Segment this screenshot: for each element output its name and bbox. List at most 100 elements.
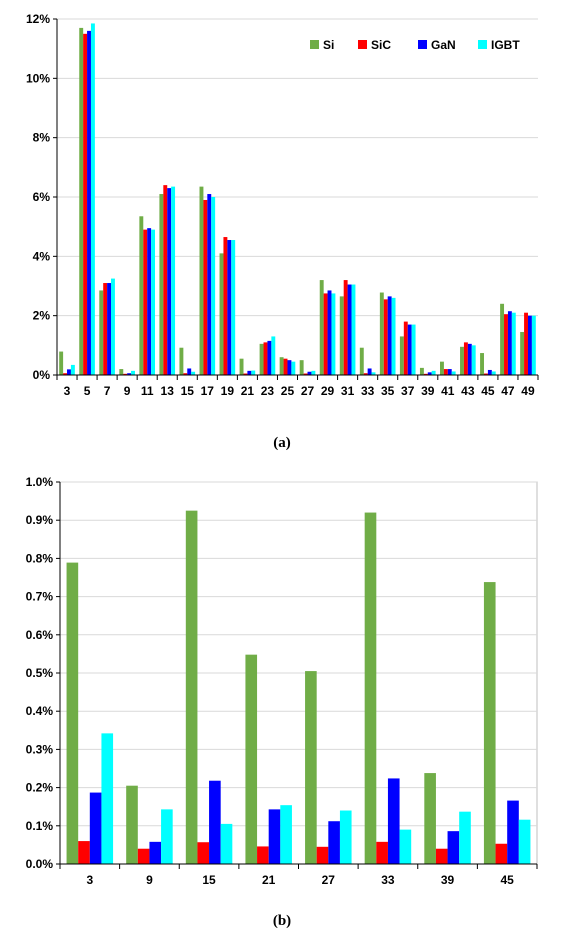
bar-igbt-21: [280, 805, 292, 864]
bar-igbt-33: [371, 372, 376, 375]
bar-gan-21: [268, 809, 281, 864]
bar-gan-11: [147, 228, 152, 375]
bar-si-47: [500, 303, 505, 375]
legend-label-si: Si: [323, 38, 334, 52]
legend-label-igbt: IGBT: [491, 38, 520, 52]
bar-igbt-39: [431, 370, 436, 375]
bar-sic-37: [403, 321, 408, 375]
x-tick-label: 33: [381, 873, 395, 887]
bar-si-19: [219, 253, 224, 375]
bar-gan-13: [167, 188, 172, 375]
bar-si-11: [139, 216, 144, 375]
bar-igbt-3: [70, 364, 75, 375]
bar-igbt-45: [518, 819, 531, 864]
bar-gan-3: [89, 792, 102, 864]
bar-sic-43: [463, 342, 468, 375]
bar-igbt-23: [271, 336, 276, 375]
y-tick-label: 1.0%: [26, 475, 54, 489]
bar-sic-39: [435, 848, 448, 864]
bar-si-9: [119, 369, 124, 375]
x-tick-label: 17: [201, 384, 215, 398]
y-tick-label: 6%: [33, 190, 51, 204]
bar-sic-5: [83, 33, 88, 375]
x-tick-label: 9: [124, 384, 131, 398]
x-tick-label: 21: [262, 873, 276, 887]
bar-gan-15: [187, 368, 192, 375]
bar-gan-7: [107, 283, 112, 375]
x-tick-label: 39: [441, 873, 455, 887]
bar-sic-21: [257, 846, 269, 864]
bar-si-17: [199, 186, 204, 375]
y-tick-label: 0.5%: [26, 666, 54, 680]
bar-si-45: [480, 353, 484, 375]
y-tick-label: 0.2%: [26, 781, 54, 795]
bar-igbt-21: [251, 370, 256, 375]
bar-gan-29: [327, 290, 332, 375]
legend-swatch-si: [310, 40, 319, 49]
bar-si-27: [305, 671, 317, 864]
bar-sic-45: [483, 373, 488, 375]
bar-si-31: [339, 296, 344, 375]
bar-igbt-47: [511, 312, 516, 375]
bar-si-13: [159, 194, 164, 375]
bar-gan-9: [127, 373, 132, 375]
legend-swatch-igbt: [478, 40, 487, 49]
bar-si-43: [460, 346, 464, 375]
bar-igbt-33: [399, 829, 412, 864]
bar-sic-9: [137, 848, 150, 864]
bar-sic-9: [123, 373, 128, 375]
y-tick-label: 0.3%: [26, 742, 54, 756]
bar-gan-39: [427, 372, 432, 375]
bar-sic-3: [63, 373, 68, 375]
bar-si-49: [520, 331, 525, 375]
bar-gan-39: [447, 831, 460, 864]
bar-sic-35: [383, 299, 388, 375]
x-tick-label: 15: [181, 384, 195, 398]
x-tick-label: 23: [261, 384, 275, 398]
bar-si-3: [59, 351, 64, 375]
bar-sic-19: [223, 237, 228, 375]
bar-sic-3: [78, 841, 90, 864]
bar-gan-45: [487, 369, 492, 375]
bar-gan-3: [67, 369, 71, 375]
bar-gan-21: [247, 370, 252, 375]
x-tick-label: 43: [461, 384, 475, 398]
bar-igbt-27: [339, 810, 352, 864]
bar-igbt-27: [311, 370, 316, 375]
bar-igbt-5: [90, 23, 95, 375]
bar-gan-33: [387, 778, 400, 864]
bar-sic-25: [283, 358, 288, 375]
bar-sic-21: [243, 373, 248, 375]
bar-gan-5: [87, 30, 91, 376]
bar-sic-23: [263, 342, 268, 375]
bar-igbt-45: [491, 371, 496, 375]
bar-si-25: [279, 357, 284, 375]
y-tick-label: 0.1%: [26, 819, 54, 833]
bar-sic-27: [316, 846, 329, 864]
x-tick-label: 45: [501, 873, 515, 887]
bar-igbt-25: [291, 361, 296, 375]
bar-gan-23: [267, 340, 272, 375]
bar-igbt-19: [231, 240, 236, 375]
bar-sic-39: [423, 373, 428, 375]
bar-gan-47: [507, 311, 512, 375]
x-tick-label: 39: [421, 384, 435, 398]
y-tick-label: 0.7%: [26, 590, 54, 604]
bar-sic-49: [524, 312, 528, 375]
x-tick-label: 15: [202, 873, 216, 887]
bar-si-29: [319, 280, 324, 375]
bar-igbt-9: [131, 370, 135, 375]
chart-b: 0.0% 0.1% 0.2% 0.3% 0.4% 0.5% 0.6% 0.7% 0.8% 0.9%…: [26, 475, 538, 887]
bar-igbt-9: [161, 809, 173, 864]
x-tick-label: 19: [221, 384, 235, 398]
bar-sic-15: [183, 373, 188, 375]
bar-igbt-31: [351, 284, 356, 375]
legend-swatch-gan: [418, 40, 427, 49]
bar-si-15: [185, 510, 198, 864]
bar-si-41: [440, 361, 444, 375]
bar-igbt-15: [191, 371, 196, 375]
bar-sic-27: [303, 373, 308, 375]
bar-si-37: [399, 336, 404, 375]
bar-gan-35: [387, 296, 392, 375]
bar-gan-27: [328, 821, 340, 864]
